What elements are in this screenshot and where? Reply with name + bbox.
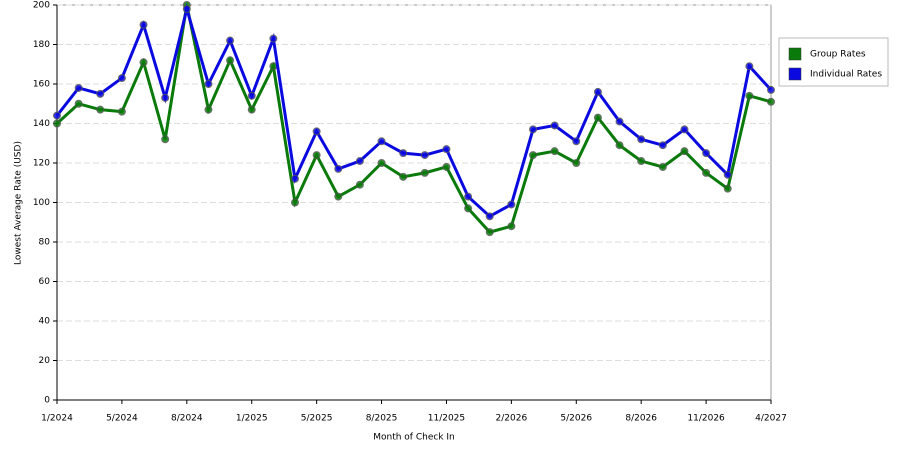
- point: [96, 105, 105, 114]
- point: [312, 151, 321, 160]
- x-tick-label: 11/2025: [428, 414, 465, 424]
- point: [745, 91, 754, 100]
- x-tick-label: 5/2026: [560, 414, 592, 424]
- y-tick-label: 100: [33, 198, 50, 208]
- point: [377, 159, 386, 167]
- point: [377, 137, 386, 146]
- point: [485, 212, 494, 221]
- point: [615, 141, 624, 150]
- point: [399, 172, 408, 181]
- x-tick-label: 1/2024: [41, 414, 73, 424]
- x-tick-label: 1/2025: [236, 414, 268, 424]
- point: [550, 147, 559, 156]
- point: [269, 34, 278, 43]
- point: [572, 137, 581, 146]
- x-tick-label: 11/2026: [687, 414, 725, 424]
- x-tick-label: 4/2027: [755, 414, 787, 424]
- legend-label: Group Rates: [810, 50, 866, 60]
- y-tick-label: 80: [39, 238, 51, 248]
- point: [420, 168, 429, 177]
- point: [550, 121, 559, 130]
- point: [117, 74, 126, 83]
- point: [464, 204, 473, 213]
- point: [767, 85, 775, 94]
- point: [529, 151, 537, 160]
- x-tick-label: 5/2024: [106, 414, 138, 424]
- point: [334, 192, 343, 201]
- y-tick-label: 20: [39, 356, 51, 366]
- point: [442, 145, 451, 154]
- point: [334, 164, 343, 173]
- point: [615, 117, 624, 126]
- y-axis-label: Lowest Average Rate (USD): [14, 141, 24, 265]
- y-tick-label: 120: [33, 159, 50, 169]
- point: [680, 125, 689, 134]
- point: [767, 97, 775, 106]
- point: [226, 36, 235, 45]
- legend-label: Individual Rates: [810, 70, 882, 80]
- point: [745, 62, 754, 71]
- point: [702, 149, 711, 158]
- point: [637, 135, 646, 144]
- point: [355, 157, 364, 166]
- point: [529, 125, 537, 134]
- point: [723, 170, 732, 179]
- point: [291, 174, 299, 183]
- point: [658, 162, 667, 171]
- point: [74, 83, 83, 92]
- point: [464, 192, 473, 201]
- point: [117, 107, 126, 116]
- point: [247, 91, 256, 100]
- point: [680, 147, 689, 156]
- y-tick-label: 180: [33, 40, 50, 50]
- point: [291, 198, 299, 207]
- point: [53, 111, 61, 120]
- point: [204, 80, 213, 88]
- point: [723, 184, 732, 193]
- x-axis-label: Month of Check In: [373, 433, 455, 443]
- y-tick-label: 40: [39, 317, 51, 327]
- x-tick-label: 2/2026: [496, 414, 528, 424]
- point: [702, 168, 711, 177]
- point: [161, 93, 170, 102]
- point: [312, 127, 321, 136]
- series-line: [55, 4, 772, 234]
- point: [420, 151, 429, 160]
- point: [96, 89, 105, 98]
- point: [74, 99, 83, 108]
- point: [161, 135, 170, 144]
- y-tick-label: 200: [33, 1, 50, 11]
- y-tick-label: 140: [33, 119, 50, 129]
- point: [593, 87, 602, 96]
- legend-swatch: [788, 67, 802, 81]
- x-tick-label: 8/2026: [625, 414, 657, 424]
- point: [355, 180, 364, 189]
- point: [182, 4, 191, 13]
- x-tick-label: 8/2024: [171, 414, 203, 424]
- point: [485, 228, 494, 237]
- point: [658, 141, 667, 150]
- x-tick-label: 8/2025: [366, 414, 398, 424]
- point: [204, 105, 213, 114]
- point: [507, 200, 516, 209]
- point: [139, 58, 148, 67]
- point: [139, 20, 148, 29]
- point: [53, 119, 61, 128]
- x-tick-label: 5/2025: [301, 414, 333, 424]
- point: [572, 159, 581, 167]
- point: [593, 113, 602, 122]
- legend-swatch: [788, 47, 802, 61]
- point: [442, 162, 451, 171]
- point: [507, 222, 516, 231]
- point: [637, 157, 646, 166]
- y-tick-label: 0: [44, 396, 50, 406]
- point: [247, 105, 256, 114]
- y-tick-label: 160: [33, 80, 50, 90]
- point: [226, 56, 235, 65]
- y-tick-label: 60: [39, 277, 51, 287]
- point: [399, 149, 408, 158]
- series-line: [55, 3, 773, 219]
